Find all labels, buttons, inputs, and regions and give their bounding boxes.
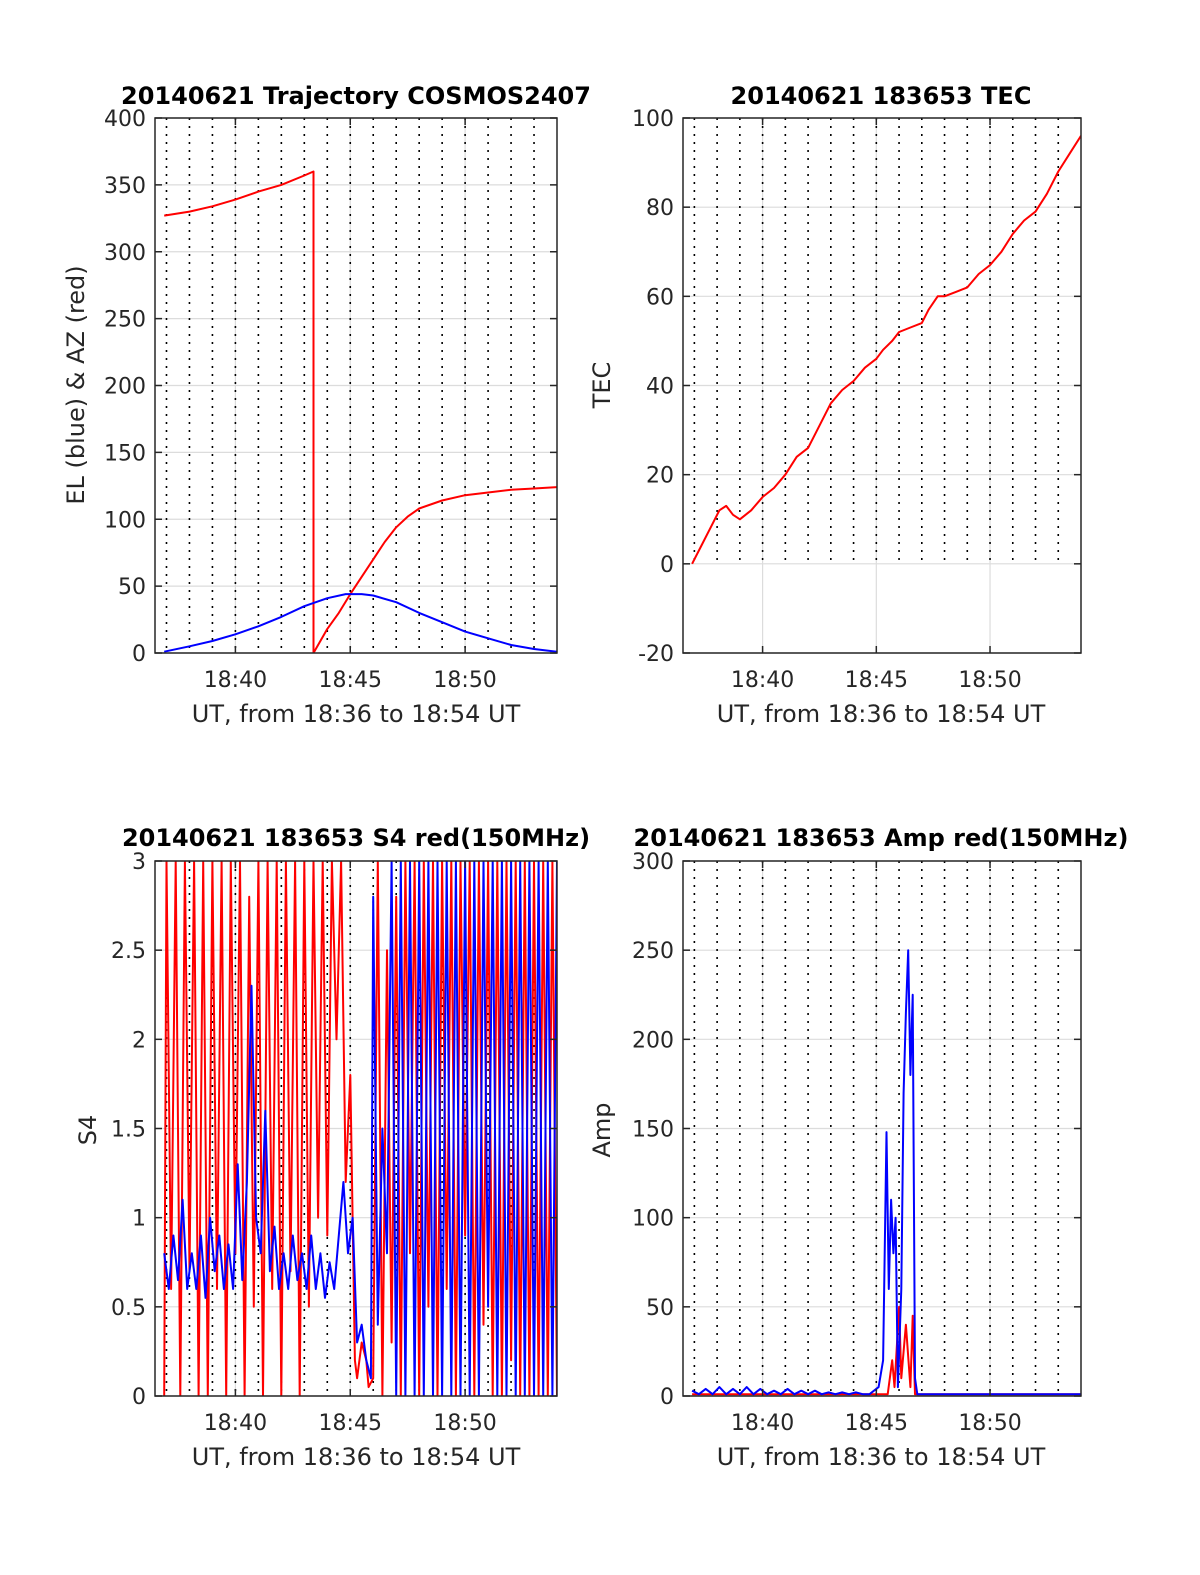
- x-tick-label: 18:40: [204, 668, 267, 693]
- y-tick-label: 100: [632, 1207, 674, 1232]
- y-tick-label: 20: [646, 464, 674, 489]
- y-tick-label: 200: [632, 1028, 674, 1053]
- y-tick-label: 0: [132, 642, 146, 667]
- series-line-0: [691, 135, 1081, 565]
- y-tick-label: 50: [118, 575, 146, 600]
- x-tick-label: 18:50: [958, 668, 1021, 693]
- x-axis-label: UT, from 18:36 to 18:54 UT: [192, 700, 521, 728]
- y-tick-label: 0: [660, 1385, 674, 1410]
- y-tick-label: 250: [104, 308, 146, 333]
- x-tick-label: 18:45: [845, 668, 908, 693]
- y-tick-label: 3: [132, 850, 146, 875]
- x-tick-label: 18:40: [204, 1411, 267, 1436]
- series-line-1: [691, 949, 1081, 1396]
- panel-trajectory: 20140621 Trajectory COSMOS2407 EL (blue)…: [62, 82, 591, 728]
- plot-area: 0 0.5 1 1.5 2 2.5 3 18:40 18:45 18:50: [111, 850, 558, 1436]
- chart-title: 20140621 Trajectory COSMOS2407: [121, 82, 591, 110]
- y-tick-label: 1: [132, 1207, 146, 1232]
- y-tick-label: 50: [646, 1296, 674, 1321]
- x-axis-label: UT, from 18:36 to 18:54 UT: [717, 1443, 1046, 1471]
- y-tick-label: 40: [646, 375, 674, 400]
- y-tick-label: 200: [104, 375, 146, 400]
- y-tick-label: 300: [104, 241, 146, 266]
- y-axis-label: TEC: [588, 362, 616, 410]
- y-tick-label: 300: [632, 850, 674, 875]
- y-tick-label: 150: [632, 1118, 674, 1143]
- series-line-1: [163, 861, 557, 1396]
- y-axis-label: EL (blue) & AZ (red): [62, 265, 90, 504]
- x-tick-label: 18:50: [433, 668, 496, 693]
- x-tick-label: 18:50: [958, 1411, 1021, 1436]
- y-tick-label: 100: [632, 107, 674, 132]
- x-tick-label: 18:40: [731, 1411, 794, 1436]
- plot-area: 0 50 100 150 200 250 300 18:40 18:45 18:50: [632, 850, 1082, 1436]
- y-tick-label: 0: [132, 1385, 146, 1410]
- x-axis-label: UT, from 18:36 to 18:54 UT: [717, 700, 1046, 728]
- y-tick-label: 350: [104, 174, 146, 199]
- y-tick-label: 60: [646, 285, 674, 310]
- y-axis-label: S4: [74, 1115, 102, 1146]
- x-tick-label: 18:45: [319, 1411, 382, 1436]
- panel-amp: 20140621 183653 Amp red(150MHz) Amp UT, …: [588, 824, 1128, 1471]
- y-tick-label: 0: [660, 553, 674, 578]
- x-tick-label: 18:50: [433, 1411, 496, 1436]
- panel-s4: 20140621 183653 S4 red(150MHz) S4 UT, fr…: [74, 824, 590, 1471]
- y-tick-label: 1.5: [111, 1118, 146, 1143]
- x-axis-label: UT, from 18:36 to 18:54 UT: [192, 1443, 521, 1471]
- x-tick-label: 18:40: [731, 668, 794, 693]
- y-tick-label: -20: [638, 642, 674, 667]
- y-tick-label: 2.5: [111, 939, 146, 964]
- plot-area: -20 0 20 40 60 80 100 18:40 18:45 18:50: [632, 107, 1082, 693]
- x-tick-label: 18:45: [319, 668, 382, 693]
- panel-tec: 20140621 183653 TEC TEC UT, from 18:36 t…: [588, 82, 1082, 728]
- y-tick-label: 0.5: [111, 1296, 146, 1321]
- chart-title: 20140621 183653 Amp red(150MHz): [634, 824, 1129, 852]
- x-tick-label: 18:45: [845, 1411, 908, 1436]
- y-tick-label: 2: [132, 1028, 146, 1053]
- chart-title: 20140621 183653 S4 red(150MHz): [122, 824, 590, 852]
- series-line-1: [163, 593, 557, 653]
- series-line-0: [164, 170, 557, 653]
- y-tick-label: 80: [646, 196, 674, 221]
- y-axis-label: Amp: [588, 1102, 616, 1157]
- y-tick-label: 400: [104, 107, 146, 132]
- y-tick-label: 150: [104, 441, 146, 466]
- chart-title: 20140621 183653 TEC: [731, 82, 1032, 110]
- y-tick-label: 250: [632, 939, 674, 964]
- y-tick-label: 100: [104, 508, 146, 533]
- plot-area: 0 50 100 150 200 250 300 350 400 18:40 18:45 18:50: [104, 107, 558, 693]
